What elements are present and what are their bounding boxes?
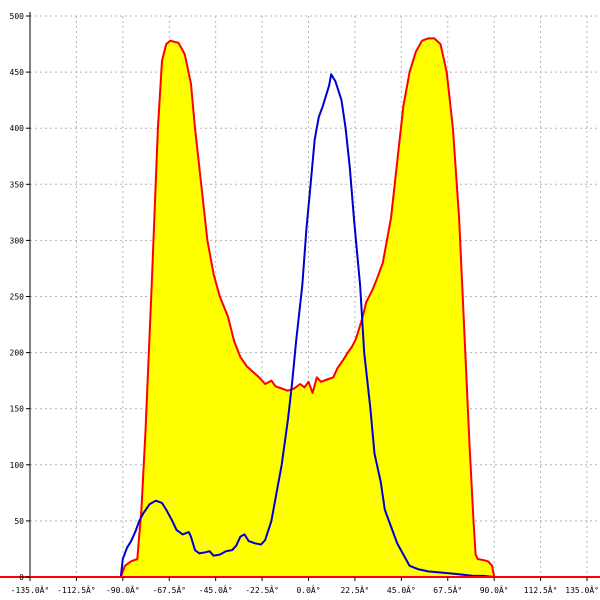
y-tick-label-4: 200 [10,349,25,358]
x-tick-label-2: -90.0Â° [106,584,140,595]
y-tick-label-5: 250 [10,293,25,302]
y-tick-label-1: 50 [14,517,24,526]
x-tick-label-4: -45.0Â° [199,584,233,595]
x-tick-label-1: -112.5Â° [57,584,96,595]
y-tick-label-0: 0 [19,573,24,582]
tick-labels: 0 50 100 150 200 250 300 350 400 450 500 -135.0Â° -1… [10,12,599,595]
x-tick-label-0: -135.0Â° [11,584,50,595]
x-tick-label-10: 90.0Â° [480,584,509,595]
y-tick-label-6: 300 [10,236,25,245]
y-tick-label-2: 100 [10,461,25,470]
x-tick-label-12: 135.0Â° [565,584,599,595]
series-blue-line [119,73,495,578]
x-tick-label-11: 112.5Â° [524,584,558,595]
series-red-fill [120,38,495,577]
x-tick-label-7: 22.5Â° [340,584,369,595]
plot-area [119,37,496,578]
y-tick-label-3: 150 [10,405,25,414]
y-tick-label-9: 450 [10,68,25,77]
x-tick-label-3: -67.5Â° [152,584,186,595]
x-tick-label-6: 0.0Â° [296,584,320,595]
y-tick-label-8: 400 [10,124,25,133]
x-tick-label-9: 67.5Â° [433,584,462,595]
axes [0,12,600,581]
series-red-line [119,37,496,578]
y-tick-label-10: 500 [10,12,25,21]
y-tick-label-7: 350 [10,180,25,189]
x-tick-label-8: 45.0Â° [387,584,416,595]
x-tick-label-5: -22.5Â° [245,584,279,595]
